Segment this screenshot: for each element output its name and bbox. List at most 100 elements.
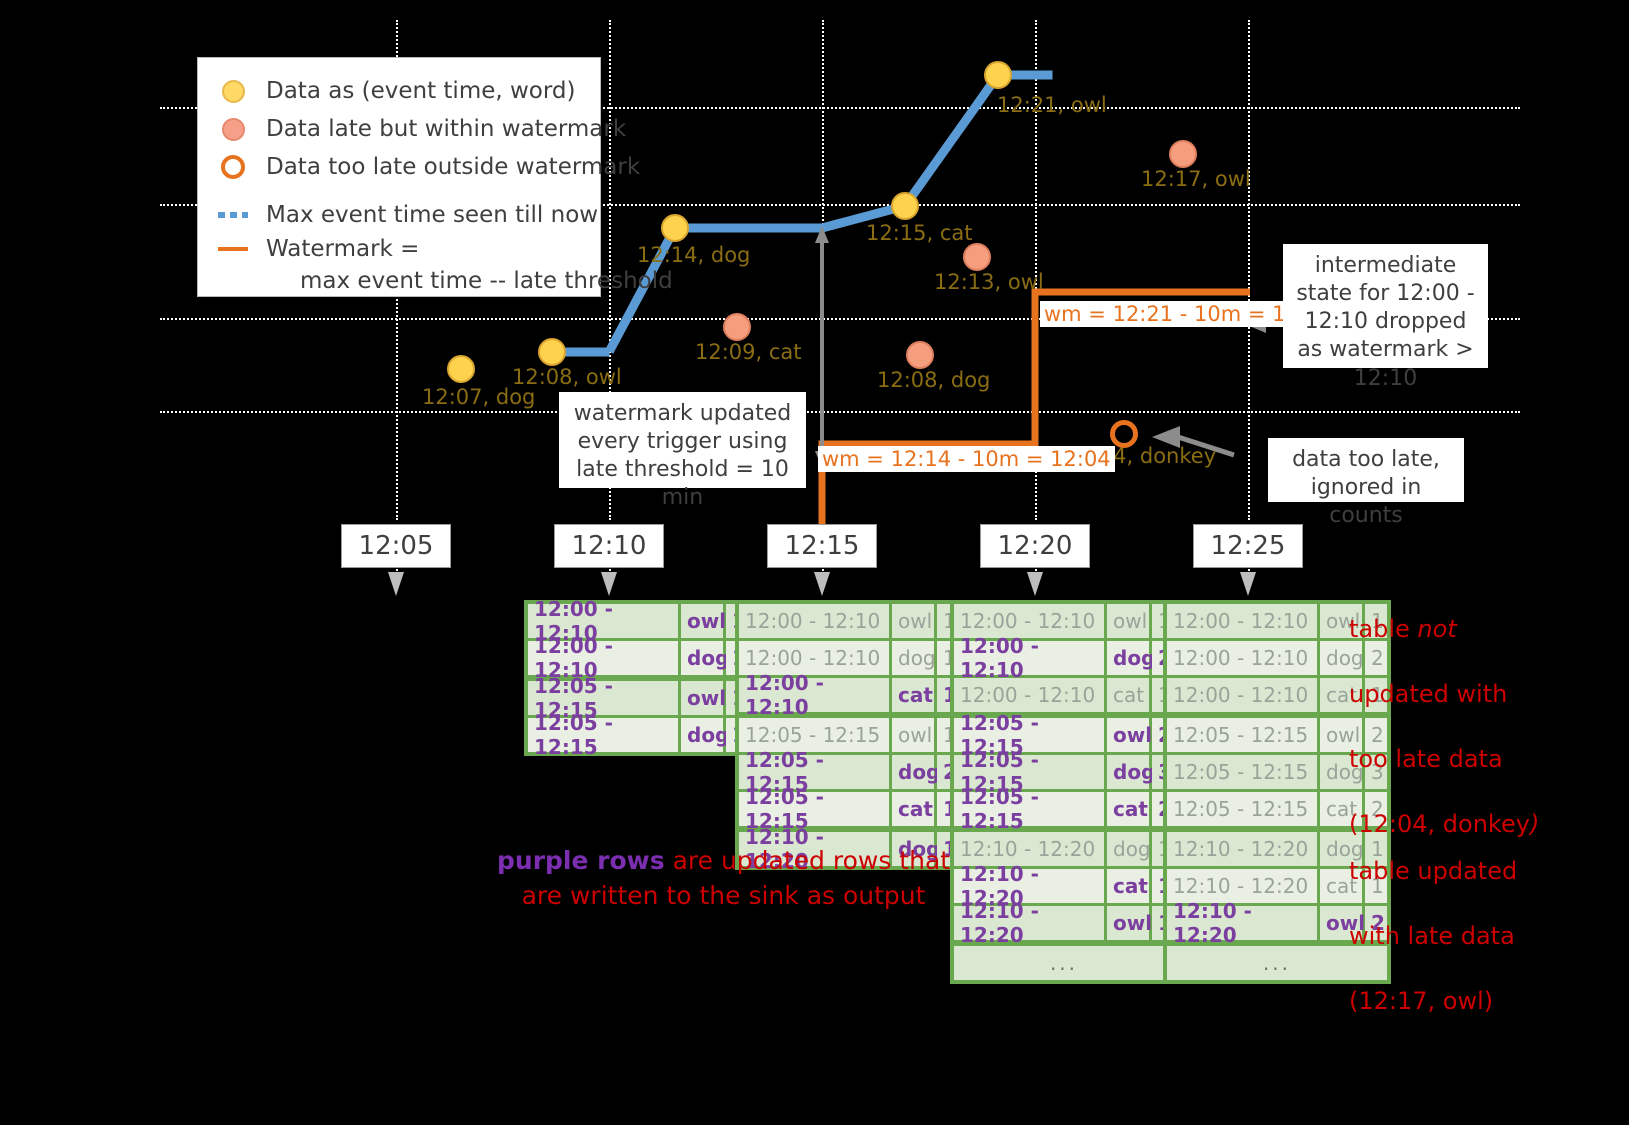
- table-row: 12:10 - 12:20 owl 2: [1167, 899, 1387, 947]
- tick-connector: [822, 565, 824, 587]
- datapoint-late: [906, 341, 934, 369]
- legend-item: Data as (event time, word): [216, 72, 584, 110]
- callout-intermediate-state: intermediate state for 12:00 - 12:10 dro…: [1283, 244, 1488, 391]
- watermark-label-lower: wm = 12:14 - 10m = 12:04: [818, 446, 1115, 472]
- table-cell-count: 1: [1365, 678, 1387, 712]
- note-line: (12:04, donkey: [1349, 809, 1530, 838]
- datapoint-label: 12:08, dog: [877, 368, 991, 392]
- table-row: 12:10 - 12:20owl1: [954, 899, 1174, 947]
- legend-panel: Data as (event time, word) Data late but…: [197, 57, 673, 297]
- table-cell-word: cat: [1320, 869, 1362, 903]
- table-cell-window: 12:05 - 12:15: [1167, 718, 1317, 752]
- table-cell-word: owl: [1107, 906, 1152, 940]
- caption-line2: are written to the sink as output: [521, 881, 926, 910]
- table-cell-word: cat: [1107, 869, 1149, 903]
- table-cell-window: 12:00 - 12:10: [739, 641, 889, 675]
- table-cell-window: 12:10 - 12:20: [954, 899, 1104, 947]
- datapoint-late: [723, 313, 751, 341]
- table-cell-window: 12:10 - 12:20: [954, 832, 1104, 866]
- yellow-dot-icon: [216, 79, 250, 103]
- datapoint-label: 12:14, dog: [637, 243, 751, 267]
- legend-item: Data late but within watermark: [216, 110, 626, 148]
- legend-spacer: [216, 186, 584, 196]
- bottom-caption: purple rows are updated rows that are wr…: [497, 843, 950, 913]
- table-cell-word: dog: [1107, 641, 1155, 675]
- table-cell-ellipsis: ...: [954, 946, 1174, 980]
- note-line: (12:17, owl): [1349, 986, 1494, 1015]
- table-cell-word: cat: [1107, 678, 1149, 712]
- table-cell-word: owl: [1107, 718, 1152, 752]
- table-cell-window: 12:05 - 12:15: [1167, 792, 1317, 826]
- caption-purple-rows: purple rows: [497, 846, 665, 875]
- datapoint-label: 12:08, owl: [512, 365, 622, 389]
- salmon-dot-icon: [216, 117, 250, 141]
- table-cell-word: dog: [1320, 832, 1364, 866]
- table-cell-word: owl: [1320, 718, 1362, 752]
- table-cell-window: 12:10 - 12:20: [1167, 899, 1317, 947]
- table-cell-word: cat: [1320, 792, 1362, 826]
- datapoint-too-late: [1110, 420, 1138, 448]
- tick-connector: [1035, 565, 1037, 587]
- table-cell-word: dog: [681, 718, 729, 752]
- time-tick-1225: 12:25: [1193, 524, 1303, 568]
- table-cell-window: 12:05 - 12:15: [954, 785, 1104, 833]
- table-cell-word: dog: [892, 641, 936, 675]
- table-cell-window: 12:00 - 12:10: [954, 678, 1104, 712]
- tick-connector: [1248, 565, 1250, 587]
- table-cell-word: owl: [681, 681, 726, 715]
- table-cell-count: 2: [1365, 718, 1387, 752]
- hollow-circle-icon: [216, 155, 250, 179]
- table-cell-word: dog: [1107, 832, 1151, 866]
- table-cell-window: 12:00 - 12:10: [739, 604, 889, 638]
- datapoint-normal: [538, 338, 566, 366]
- datapoint-label: 12:09, cat: [695, 340, 802, 364]
- table-cell-window: 12:05 - 12:15: [954, 748, 1104, 796]
- table-cell-window: 12:05 - 12:15: [1167, 755, 1317, 789]
- table-cell-count: 2: [1365, 792, 1387, 826]
- table-cell-word: cat: [1320, 678, 1362, 712]
- note-table-not-updated: table not updated with too late data (12…: [1349, 581, 1539, 840]
- table-row: 12:05 - 12:15dog2: [739, 748, 959, 796]
- table-cell-window: 12:05 - 12:15: [739, 748, 889, 796]
- table-cell-window: 12:00 - 12:10: [954, 604, 1104, 638]
- datapoint-normal: [891, 192, 919, 220]
- callout-data-too-late: data too late, ignored in counts: [1268, 438, 1464, 528]
- table-cell-window: 12:10 - 12:20: [1167, 832, 1317, 866]
- datapoint-label: 12:13, owl: [934, 270, 1044, 294]
- table-cell-ellipsis: ...: [1167, 946, 1387, 980]
- table-cell-window: 12:05 - 12:15: [528, 674, 678, 722]
- caption-rest: are updated rows that: [664, 846, 951, 875]
- table-cell-word: owl: [681, 604, 726, 638]
- table-row-ellipsis: ...: [1167, 946, 1387, 980]
- table-cell-count: 2: [1365, 906, 1387, 940]
- table-cell-count: 1: [1365, 869, 1387, 903]
- table-cell-word: dog: [1320, 755, 1364, 789]
- table-cell-count: 2: [1365, 641, 1387, 675]
- table-cell-word: owl: [892, 718, 934, 752]
- table-cell-window: 12:00 - 12:10: [1167, 678, 1317, 712]
- callout-trigger: watermark updated every trigger using la…: [559, 392, 806, 510]
- datapoint-late: [1169, 140, 1197, 168]
- datapoint-label: 12:15, cat: [866, 221, 973, 245]
- legend-item-label: Data as (event time, word): [266, 78, 576, 104]
- time-tick-1210: 12:10: [554, 524, 664, 568]
- table-cell-window: 12:10 - 12:20: [954, 862, 1104, 910]
- table-cell-count: 1: [1365, 604, 1387, 638]
- legend-item-label: Watermark =: [266, 236, 420, 262]
- datapoint-label: 12:17, owl: [1141, 167, 1251, 191]
